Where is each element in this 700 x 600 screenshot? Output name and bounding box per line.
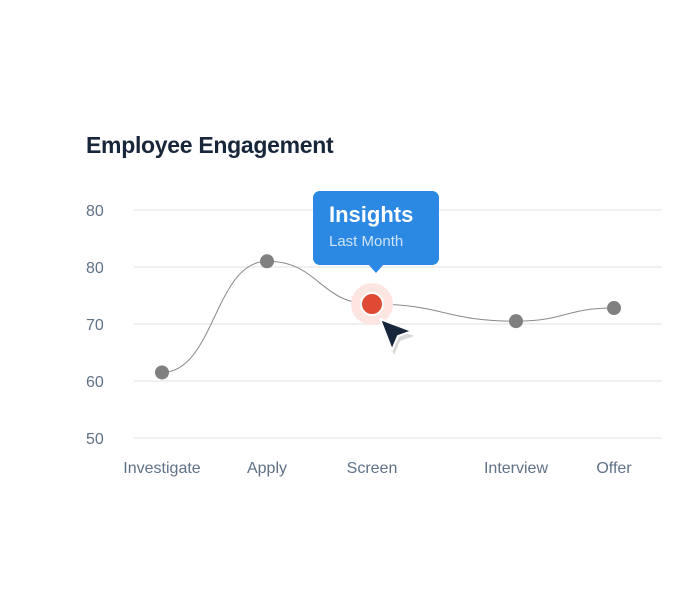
data-point [260,254,274,269]
y-tick-label: 70 [86,317,104,334]
x-tick-label: Screen [347,460,398,477]
cursor-arrow-icon [379,318,413,352]
chart-title: Employee Engagement [86,132,334,158]
x-tick-label: Offer [596,460,632,477]
y-tick-label: 50 [86,431,104,448]
data-point [509,314,523,329]
data-point [607,301,621,316]
x-tick-label: Investigate [123,460,200,477]
x-tick-label: Apply [247,460,287,477]
insights-tooltip: Insights Last Month [313,191,439,273]
x-tick-label: Interview [484,460,548,477]
y-tick-label: 60 [86,374,104,391]
y-tick-label: 80 [86,260,104,277]
highlighted-data-point [360,292,384,317]
data-point [155,365,169,380]
tooltip-subtitle: Last Month [329,233,404,250]
y-tick-label: 80 [86,203,104,220]
tooltip-title: Insights [329,202,414,227]
